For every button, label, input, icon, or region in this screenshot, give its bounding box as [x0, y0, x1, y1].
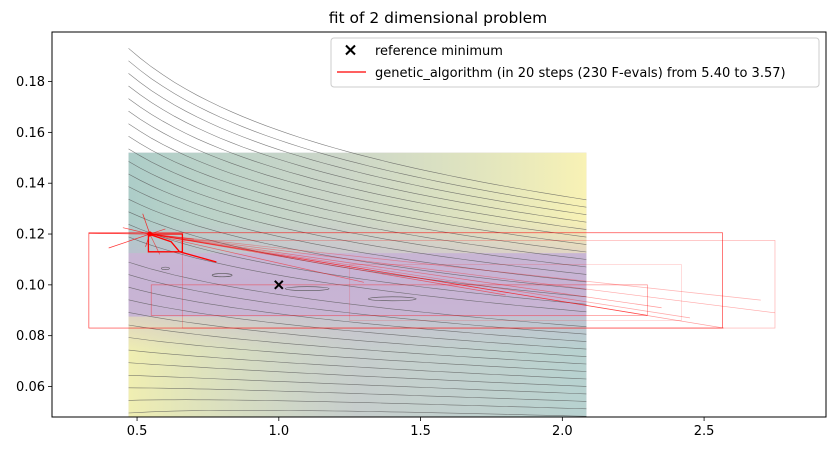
path-segment	[88, 232, 150, 235]
path-segment	[149, 233, 648, 316]
search-box	[349, 264, 682, 321]
path-segment	[108, 233, 150, 249]
contour-line	[128, 286, 587, 342]
legend-marker-reference	[345, 44, 356, 56]
contour-line	[128, 399, 587, 410]
optimizer-path	[88, 213, 776, 329]
contour-line	[129, 429, 587, 438]
path-segment	[149, 233, 506, 296]
contour-line	[129, 438, 587, 451]
search-box	[150, 284, 648, 316]
contour-line	[128, 375, 587, 395]
x-tick-label: 2.0	[552, 424, 573, 439]
contour-band-middle	[128, 218, 587, 351]
legend-label-path: genetic_algorithm (in 20 steps (230 F-ev…	[375, 66, 786, 81]
y-tick-label: 0.14	[16, 177, 45, 192]
path-segment	[142, 213, 151, 235]
y-tick-label: 0.08	[16, 329, 45, 344]
contour-line	[128, 362, 587, 387]
y-tick-label: 0.10	[16, 278, 45, 293]
contour-ellipse	[284, 286, 330, 291]
x-tick-label: 2.5	[694, 424, 715, 439]
x-axis: 0.5 1.0 1.5 2.0 2.5	[127, 417, 715, 439]
y-tick-label: 0.18	[16, 75, 45, 90]
contour-line	[128, 110, 587, 238]
y-axis: 0.06 0.08 0.10 0.12 0.14 0.16 0.18	[16, 75, 52, 395]
x-tick-label: 1.5	[410, 424, 431, 439]
path-segment	[149, 233, 690, 319]
contour-line	[128, 173, 587, 275]
contour-line	[128, 161, 587, 268]
contour-line	[128, 98, 587, 230]
reference-point	[274, 280, 284, 290]
path-segment	[149, 228, 166, 235]
legend-label-reference: reference minimum	[375, 44, 503, 59]
contour-line	[128, 324, 587, 365]
best-path-line	[147, 233, 217, 263]
plot-area	[51, 31, 827, 451]
contour-line	[128, 236, 587, 313]
contour-background	[128, 48, 587, 451]
contour-line	[128, 224, 587, 305]
contour-line	[128, 60, 587, 208]
contour-line	[128, 73, 587, 215]
x-tick-label: 1.0	[268, 424, 289, 439]
contour-line	[128, 337, 587, 372]
contour-line	[128, 123, 587, 245]
chart-title: fit of 2 dimensional problem	[329, 9, 548, 27]
contour-line	[128, 85, 587, 223]
y-tick-label: 0.06	[16, 380, 45, 395]
best-point	[147, 231, 153, 237]
path-segment	[149, 233, 761, 301]
axes-frame	[51, 31, 827, 418]
path-segment	[149, 233, 724, 329]
contour-line	[128, 136, 587, 253]
contour-line	[128, 409, 587, 417]
path-segment	[149, 233, 161, 255]
x-tick-label: 0.5	[127, 424, 148, 439]
y-tick-label: 0.12	[16, 228, 45, 243]
contour-line	[128, 387, 587, 402]
contour-line	[128, 148, 587, 260]
contour-ellipse	[367, 296, 417, 302]
contour-line	[128, 198, 587, 290]
legend: reference minimum genetic_algorithm (in …	[330, 37, 820, 88]
path-segment	[149, 233, 776, 314]
contour-line	[129, 420, 587, 426]
contour-line	[128, 186, 587, 283]
contour-line	[128, 261, 587, 327]
contour-ellipse	[211, 273, 233, 278]
legend-box	[330, 37, 820, 88]
contour-ellipse	[161, 266, 170, 270]
path-segment	[149, 233, 364, 283]
search-box	[182, 240, 776, 329]
contour-line	[128, 312, 587, 357]
search-box	[88, 232, 723, 329]
contour-line	[128, 349, 587, 380]
path-segment	[149, 233, 662, 309]
reference-minimum-marker	[274, 280, 284, 290]
contour-line	[128, 48, 587, 201]
y-tick-label: 0.16	[16, 126, 45, 141]
contour-line	[128, 299, 587, 350]
